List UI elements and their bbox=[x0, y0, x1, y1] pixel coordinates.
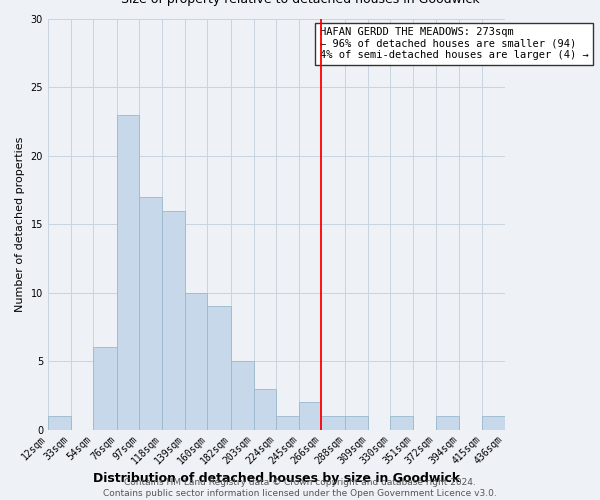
Bar bbox=[93, 348, 117, 430]
Bar bbox=[162, 210, 185, 430]
Text: HAFAN GERDD THE MEADOWS: 273sqm
← 96% of detached houses are smaller (94)
4% of : HAFAN GERDD THE MEADOWS: 273sqm ← 96% of… bbox=[320, 27, 589, 60]
Bar bbox=[254, 388, 276, 430]
Bar bbox=[231, 361, 254, 430]
Bar bbox=[185, 292, 208, 430]
Bar bbox=[117, 115, 139, 430]
Bar bbox=[436, 416, 460, 430]
Bar bbox=[48, 416, 71, 430]
Text: Contains HM Land Registry data © Crown copyright and database right 2024.
Contai: Contains HM Land Registry data © Crown c… bbox=[103, 478, 497, 498]
X-axis label: Distribution of detached houses by size in Goodwick: Distribution of detached houses by size … bbox=[92, 472, 460, 485]
Bar bbox=[299, 402, 322, 429]
Bar bbox=[276, 416, 299, 430]
Bar bbox=[322, 416, 345, 430]
Bar bbox=[391, 416, 413, 430]
Bar bbox=[345, 416, 368, 430]
Text: Size of property relative to detached houses in Goodwick: Size of property relative to detached ho… bbox=[121, 0, 479, 6]
Y-axis label: Number of detached properties: Number of detached properties bbox=[15, 136, 25, 312]
Bar bbox=[208, 306, 231, 430]
Bar bbox=[139, 197, 162, 430]
Bar bbox=[482, 416, 505, 430]
